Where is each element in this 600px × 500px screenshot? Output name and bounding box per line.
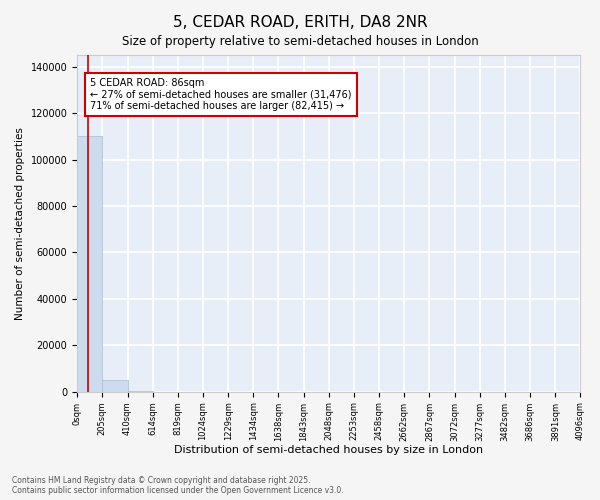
- Bar: [128, 390, 153, 392]
- Y-axis label: Number of semi-detached properties: Number of semi-detached properties: [15, 127, 25, 320]
- Text: 5 CEDAR ROAD: 86sqm
← 27% of semi-detached houses are smaller (31,476)
71% of se: 5 CEDAR ROAD: 86sqm ← 27% of semi-detach…: [90, 78, 352, 112]
- Text: Size of property relative to semi-detached houses in London: Size of property relative to semi-detach…: [122, 35, 478, 48]
- Text: 5, CEDAR ROAD, ERITH, DA8 2NR: 5, CEDAR ROAD, ERITH, DA8 2NR: [173, 15, 427, 30]
- Bar: [77, 136, 103, 392]
- X-axis label: Distribution of semi-detached houses by size in London: Distribution of semi-detached houses by …: [174, 445, 484, 455]
- Bar: [103, 380, 128, 392]
- Text: Contains HM Land Registry data © Crown copyright and database right 2025.
Contai: Contains HM Land Registry data © Crown c…: [12, 476, 344, 495]
